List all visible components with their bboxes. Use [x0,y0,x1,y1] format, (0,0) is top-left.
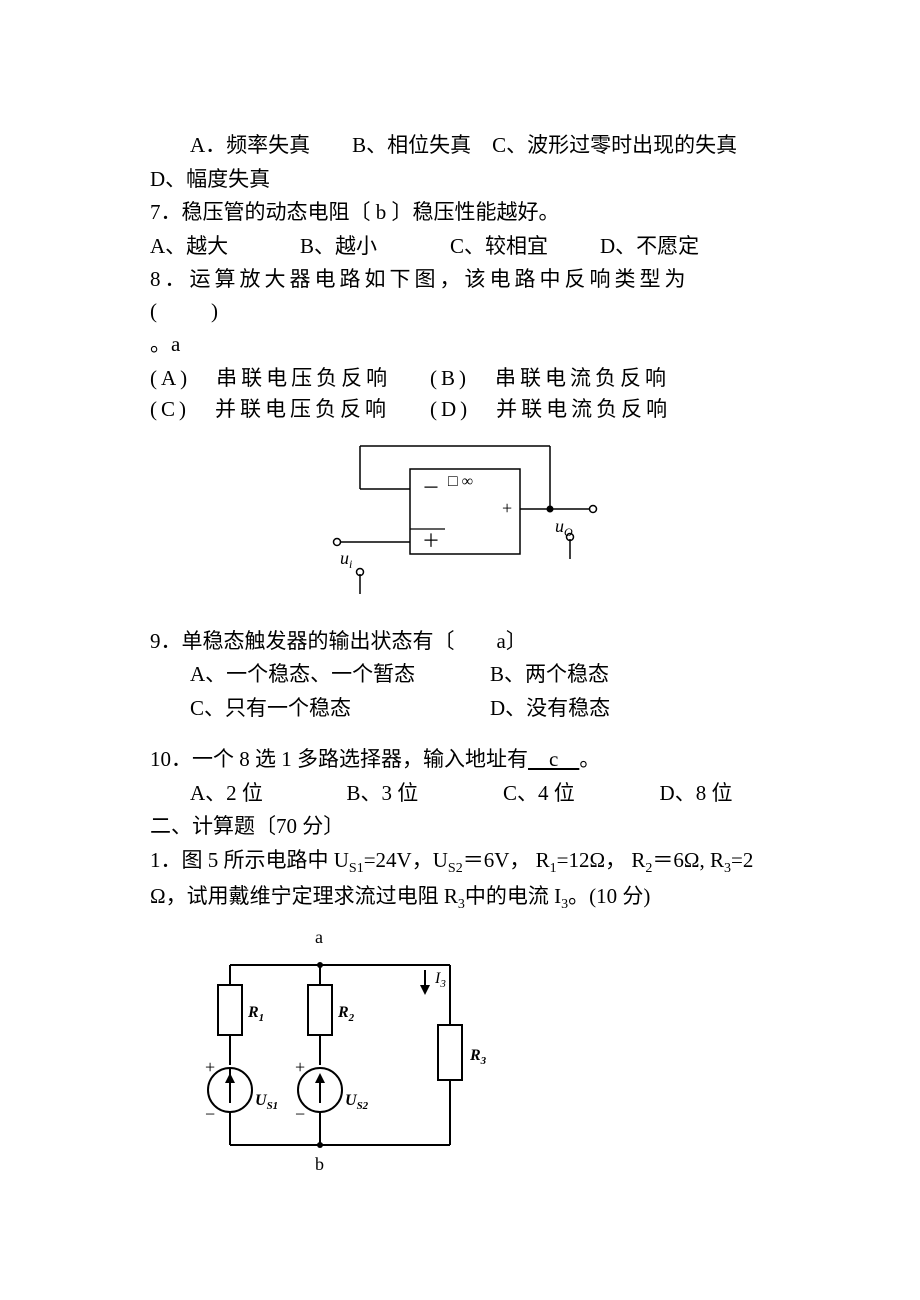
q9-opts-row1: A、一个稳态、一个暂态 B、两个稳态 [150,659,770,691]
svg-text:R2: R2 [337,1004,355,1024]
q7-stem: 7．稳压管的动态电阻〔 b 〕稳压性能越好。 [150,197,770,229]
svg-text:US1: US1 [255,1092,278,1112]
svg-text:－: － [422,478,440,498]
q8-opt-d: (D) 并联电流负反响 [430,394,710,426]
svg-text:I3: I3 [434,970,446,990]
q8-opt-b: (B) 串联电流负反响 [430,363,710,395]
q10-opt-a: A、2 位 [190,778,347,810]
calc1-line1: 1．图 5 所示电路中 US1=24V，US2＝6V， R1=12Ω， R2＝6… [150,845,770,879]
q9-opt-c: C、只有一个稳态 [190,693,490,725]
svg-text:uO: uO [555,516,573,539]
svg-text:R3: R3 [469,1047,487,1067]
q8-opt-a: (A) 串联电压负反响 [150,363,430,395]
q10-opt-b: B、3 位 [347,778,504,810]
q8-stem-line2: 。a [150,329,770,361]
svg-text:+: + [205,1057,215,1077]
q7-opt-c: C、较相宜 [450,231,600,263]
q9-stem: 9．单稳态触发器的输出状态有〔 a〕 [150,626,770,658]
q7-opt-b: B、越小 [300,231,450,263]
svg-text:R1: R1 [247,1004,264,1024]
svg-text:b: b [315,1154,324,1174]
svg-text:a: a [315,927,323,947]
q8-opt-c: (C) 并联电压负反响 [150,394,430,426]
q7-opt-a: A、越大 [150,231,300,263]
q6-option-d: D、幅度失真 [150,164,770,196]
svg-text:ui: ui [340,548,352,571]
svg-text:＋: ＋ [422,531,440,551]
q9-opt-d: D、没有稳态 [490,693,690,725]
svg-text:−: − [295,1104,305,1124]
q10-opt-c: C、4 位 [503,778,660,810]
svg-text:+: + [295,1057,305,1077]
q7-opt-d: D、不愿定 [600,231,750,263]
q8-stem-line1: 8．运算放大器电路如下图，该电路中反响类型为 ( ) [150,264,770,327]
q8-options: (A) 串联电压负反响 (B) 串联电流负反响 (C) 并联电压负反响 (D) … [150,363,770,426]
q6-options-line1: A．频率失真 B、相位失真 C、波形过零时出现的失真 [150,130,770,162]
q10-options: A、2 位 B、3 位 C、4 位 D、8 位 [150,778,770,810]
q10-opt-d: D、8 位 [660,778,770,810]
q9-opts-row2: C、只有一个稳态 D、没有稳态 [150,693,770,725]
svg-text:−: − [205,1104,215,1124]
calc1-line2: Ω，试用戴维宁定理求流过电阻 R3中的电流 I3。(10 分) [150,881,770,915]
q9-opt-a: A、一个稳态、一个暂态 [190,659,490,691]
opamp-diagram: － □ ∞ + ＋ ui uO [150,434,770,614]
svg-text:US2: US2 [345,1092,369,1112]
q10-stem: 10．一个 8 选 1 多路选择器，输入地址有 c 。 [150,744,770,776]
q9-opt-b: B、两个稳态 [490,659,690,691]
section2-heading: 二、计算题〔70 分〕 [150,811,770,843]
q7-options: A、越大 B、越小 C、较相宜 D、不愿定 [150,231,770,263]
circuit-diagram: a b + − R1 US1 + − R2 US2 [200,925,770,1185]
svg-text:□ ∞: □ ∞ [448,473,473,490]
svg-text:+: + [502,498,512,518]
